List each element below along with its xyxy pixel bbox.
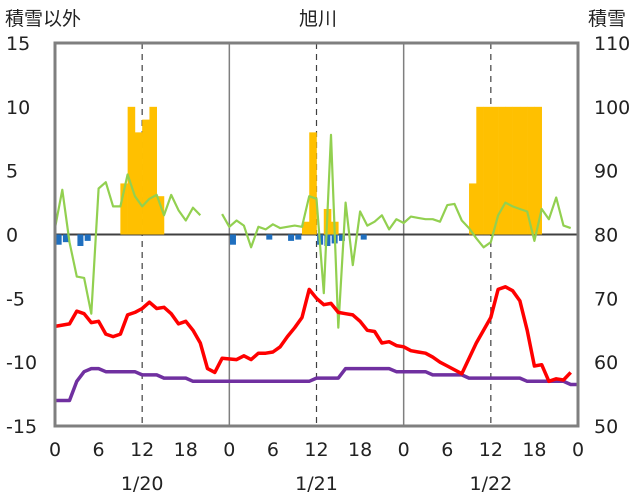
precipitation-bar — [62, 234, 69, 243]
snowfall-bar — [120, 183, 128, 235]
precipitation-bar — [338, 234, 345, 241]
snowfall-bar — [134, 132, 143, 235]
left-tick-label: -10 — [6, 352, 37, 374]
snowfall-bar — [490, 106, 499, 235]
temperature-line — [54, 285, 572, 384]
snowfall-bar — [512, 106, 521, 235]
right-tick-label: 50 — [594, 416, 618, 438]
precipitation-bar — [84, 234, 91, 241]
snowfall-bar — [527, 106, 535, 235]
plot-frame — [53, 41, 580, 428]
snowfall-bar — [483, 106, 492, 235]
precipitation-bar — [55, 234, 62, 245]
snowfall-bar — [309, 132, 317, 235]
snowfall-bar — [469, 183, 477, 235]
x-tick-label: 0 — [49, 439, 61, 461]
snowfall-bar — [127, 106, 136, 235]
left-tick-label: -15 — [6, 416, 37, 438]
snowfall-bar — [142, 119, 150, 235]
precipitation-bar — [77, 234, 84, 246]
precipitation-bar — [229, 234, 236, 245]
left-tick-label: 0 — [6, 225, 18, 247]
snowfall-bar — [301, 221, 310, 235]
right-tick-label: 100 — [594, 97, 630, 119]
right-tick-label: 110 — [594, 33, 630, 55]
precipitation-bar — [288, 234, 295, 241]
x-tick-label: 12 — [479, 439, 503, 461]
wind-line — [53, 133, 572, 329]
right-tick-label: 70 — [594, 288, 618, 310]
precipitation-bar — [324, 234, 331, 246]
right-tick-label: 60 — [594, 352, 618, 374]
x-tick-label: 6 — [267, 439, 279, 461]
precipitation-bar — [266, 234, 273, 240]
x-tick-label: 18 — [174, 439, 198, 461]
snowfall-bar — [149, 106, 157, 235]
date-label: 1/20 — [121, 473, 164, 495]
precipitation-bar — [360, 234, 367, 240]
left-axis-label: 積雪以外 — [5, 8, 81, 30]
x-tick-label: 0 — [223, 439, 235, 461]
snowfall-bar — [534, 106, 542, 235]
x-tick-label: 12 — [130, 439, 154, 461]
x-tick-label: 18 — [348, 439, 372, 461]
right-tick-label: 90 — [594, 161, 618, 183]
line-layer — [53, 133, 578, 403]
axes — [53, 41, 580, 428]
date-label: 1/22 — [469, 473, 512, 495]
right-tick-label: 80 — [594, 225, 618, 247]
snowfall-bar — [505, 106, 513, 235]
left-tick-label: -5 — [6, 288, 25, 310]
snowfall-bar — [498, 106, 506, 235]
x-tick-label: 0 — [398, 439, 410, 461]
x-tick-label: 6 — [441, 439, 453, 461]
snowfall-bar — [519, 106, 528, 235]
snowfall-bar — [156, 196, 165, 235]
x-tick-label: 12 — [304, 439, 328, 461]
precipitation-bar — [295, 234, 302, 240]
snowfall-bar — [476, 106, 484, 235]
x-tick-label: 6 — [93, 439, 105, 461]
x-tick-label: 0 — [572, 439, 584, 461]
chart-title: 旭川 — [299, 8, 337, 30]
x-tick-label: 18 — [522, 439, 546, 461]
left-tick-label: 5 — [6, 161, 18, 183]
date-label: 1/21 — [295, 473, 338, 495]
left-tick-label: 15 — [6, 33, 30, 55]
snow-depth-line — [55, 366, 578, 403]
right-axis-label: 積雪 — [588, 8, 626, 30]
left-tick-label: 10 — [6, 97, 30, 119]
